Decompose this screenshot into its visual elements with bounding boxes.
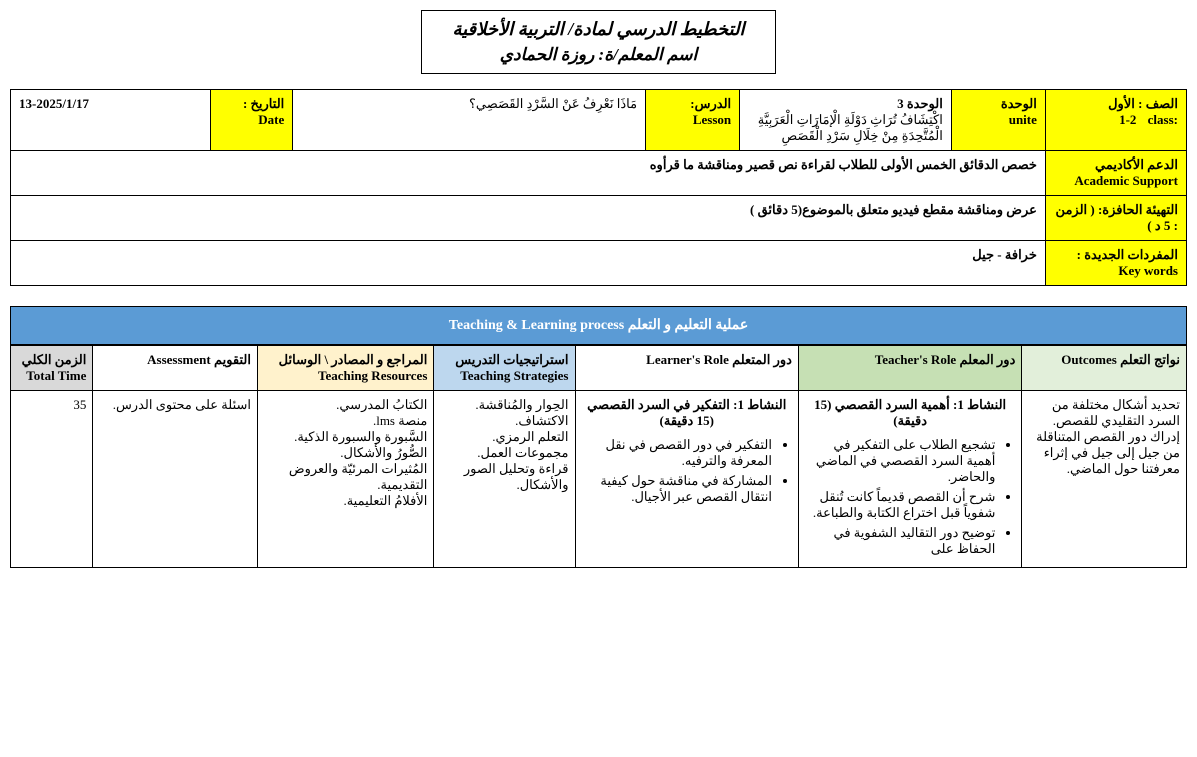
th-learner-en: Learner's Role [646,352,729,368]
list-item: توضيح دور التقاليد الشفوية في الحفاظ على [805,525,995,557]
teacher-line: اسم المعلم/ة: روزة الحمادي [452,45,744,65]
keywords-row: المفردات الجديدة : Key words خرافة - جيل [11,241,1187,286]
th-assessment-ar: التقويم [214,352,251,367]
unit-value: الوحدة 3 [897,96,943,111]
warmup-row: التهيئة الحافزة: ( الزمن : 5 د ) عرض ومن… [11,196,1187,241]
doc-title: التخطيط الدرسي لمادة/ التربية الأخلاقية [452,19,744,40]
unit-value-cell: الوحدة 3 اكْتِشَافُ تُرَاثِ دَوْلَةِ الْ… [740,90,952,151]
document-header: التخطيط الدرسي لمادة/ التربية الأخلاقية … [421,10,775,74]
outcomes-cell: تحديد أشكال مختلفة من السرد التقليدي للق… [1022,391,1187,568]
th-strategies-en: Teaching Strategies [460,368,568,384]
th-resources-en: Teaching Resources [318,368,427,384]
keywords-label-en: Key words [1118,263,1178,279]
list-item: تشجيع الطلاب على التفكير في أهمية السرد … [805,437,995,485]
th-time-en: Total Time [26,368,86,384]
date-label-ar: التاريخ : [243,96,284,111]
learner-cell: النشاط 1: التفكير في السرد القصصي (15 دق… [575,391,798,568]
time-cell: 35 [11,391,93,568]
th-teacher-ar: دور المعلم [959,352,1015,367]
resources-cell: الكتابُ المدرسي. منصة lms. السَّبورة وال… [258,391,434,568]
th-assessment-en: Assessment [147,352,211,368]
info-row-1: الصف : الأول class: 1-2 الوحدة unite الو… [11,90,1187,151]
teacher-activity-title: النشاط 1: أهمية السرد القصصي (15 دقيقة) [805,397,1015,429]
th-strategies: استراتيجيات التدريس Teaching Strategies [434,346,575,391]
teacher-activity-list: تشجيع الطلاب على التفكير في أهمية السرد … [805,437,1015,557]
th-outcomes-ar: نواتج التعلم [1120,352,1180,367]
process-data-row: تحديد أشكال مختلفة من السرد التقليدي للق… [11,391,1187,568]
teacher-name: روزة الحمادي [500,45,595,64]
lesson-label-en: Lesson [693,112,731,128]
warmup-content-cell: عرض ومناقشة مقطع فيديو متعلق بالموضوع(5 … [11,196,1046,241]
class-value-en: 1-2 [1119,112,1136,128]
strategies-cell: الحِوار والمُناقشة. الاكتشاف. التعلم الر… [434,391,575,568]
process-header-row: نواتج التعلم Outcomes دور المعلم Teacher… [11,346,1187,391]
teacher-prefix: اسم المعلم/ة: [594,45,697,64]
th-assessment: التقويم Assessment [93,346,258,391]
keywords-content: خرافة - جيل [972,247,1037,262]
keywords-label-ar: المفردات الجديدة : [1077,247,1178,262]
class-label-en: class: [1148,112,1178,128]
support-label-cell: الدعم الأكاديمي Academic Support [1045,151,1186,196]
process-table: نواتج التعلم Outcomes دور المعلم Teacher… [10,345,1187,568]
learner-activity-title: النشاط 1: التفكير في السرد القصصي (15 دق… [582,397,792,429]
class-label-ar: الصف : [1138,96,1178,111]
process-header: عملية التعليم و التعلم Teaching & Learni… [10,306,1187,345]
class-value-ar: الأول [1108,96,1135,111]
support-label-ar: الدعم الأكاديمي [1095,157,1178,172]
list-item: المشاركة في مناقشة حول كيفية انتقال القص… [582,473,772,505]
date-label-en: Date [258,112,284,128]
date-value: 13-2025/1/17 [19,96,89,111]
lesson-label-cell: الدرس: Lesson [646,90,740,151]
warmup-label: التهيئة الحافزة: ( الزمن : 5 د ) [1056,202,1178,233]
list-item: شرح أن القصص قديماً كانت تُنقل شفوياً قب… [805,489,995,521]
th-learner-ar: دور المتعلم [732,352,792,367]
unit-subtitle: اكْتِشَافُ تُرَاثِ دَوْلَةِ الْإمَارَاتِ… [758,112,943,143]
th-outcomes-en: Outcomes [1061,352,1117,368]
th-resources: المراجع و المصادر \ الوسائل Teaching Res… [258,346,434,391]
th-resources-ar: المراجع و المصادر \ الوسائل [279,352,428,367]
warmup-label-cell: التهيئة الحافزة: ( الزمن : 5 د ) [1045,196,1186,241]
th-teacher-en: Teacher's Role [875,352,956,368]
th-teacher: دور المعلم Teacher's Role [798,346,1021,391]
teacher-cell: النشاط 1: أهمية السرد القصصي (15 دقيقة) … [798,391,1021,568]
lesson-value-cell: مَاذَا نَعْرِفُ عَنْ السَّرْدِ القَصَصِي… [293,90,646,151]
th-outcomes: نواتج التعلم Outcomes [1022,346,1187,391]
support-content: خصص الدقائق الخمس الأولى للطلاب لقراءة ن… [650,157,1037,172]
th-learner: دور المتعلم Learner's Role [575,346,798,391]
date-label-cell: التاريخ : Date [210,90,292,151]
list-item: التفكير في دور القصص في نقل المعرفة والت… [582,437,772,469]
th-strategies-ar: استراتيجيات التدريس [455,352,568,367]
lesson-label-ar: الدرس: [690,96,731,111]
lesson-value: مَاذَا نَعْرِفُ عَنْ السَّرْدِ القَصَصِي… [469,96,637,111]
support-row: الدعم الأكاديمي Academic Support خصص الد… [11,151,1187,196]
unit-label-cell: الوحدة unite [951,90,1045,151]
support-label-en: Academic Support [1074,173,1178,189]
keywords-label-cell: المفردات الجديدة : Key words [1045,241,1186,286]
support-content-cell: خصص الدقائق الخمس الأولى للطلاب لقراءة ن… [11,151,1046,196]
th-time: الزمن الكلي Total Time [11,346,93,391]
unit-label-ar: الوحدة [1001,96,1037,111]
keywords-content-cell: خرافة - جيل [11,241,1046,286]
date-value-cell: 13-2025/1/17 [11,90,211,151]
unit-label-en: unite [1009,112,1037,128]
info-table: الصف : الأول class: 1-2 الوحدة unite الو… [10,89,1187,286]
th-time-ar: الزمن الكلي [22,352,87,367]
learner-activity-list: التفكير في دور القصص في نقل المعرفة والت… [582,437,792,505]
class-cell: الصف : الأول class: 1-2 [1045,90,1186,151]
assessment-cell: اسئلة على محتوى الدرس. [93,391,258,568]
warmup-content: عرض ومناقشة مقطع فيديو متعلق بالموضوع(5 … [750,202,1037,217]
